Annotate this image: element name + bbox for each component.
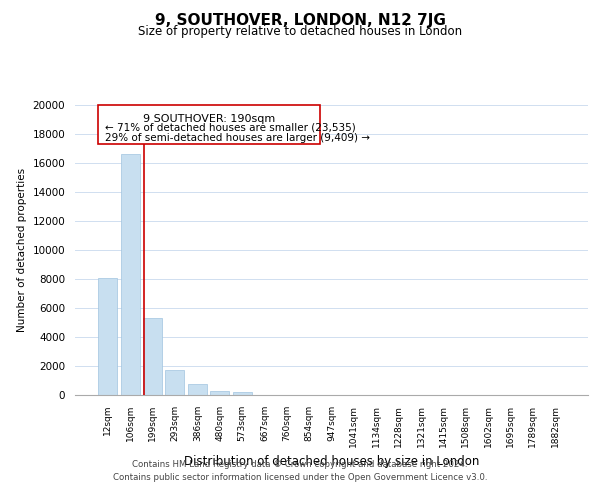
Bar <box>188 384 207 395</box>
Bar <box>233 392 251 395</box>
Bar <box>143 318 162 395</box>
Bar <box>210 390 229 395</box>
X-axis label: Distribution of detached houses by size in London: Distribution of detached houses by size … <box>184 455 479 468</box>
Bar <box>121 154 140 395</box>
Text: ← 71% of detached houses are smaller (23,535): ← 71% of detached houses are smaller (23… <box>105 122 356 132</box>
Bar <box>98 278 118 395</box>
Text: 9 SOUTHOVER: 190sqm: 9 SOUTHOVER: 190sqm <box>143 114 275 124</box>
Text: Size of property relative to detached houses in London: Size of property relative to detached ho… <box>138 25 462 38</box>
Text: 29% of semi-detached houses are larger (9,409) →: 29% of semi-detached houses are larger (… <box>105 132 370 142</box>
Bar <box>166 370 184 395</box>
Text: 9, SOUTHOVER, LONDON, N12 7JG: 9, SOUTHOVER, LONDON, N12 7JG <box>155 12 445 28</box>
FancyBboxPatch shape <box>98 105 320 144</box>
Text: Contains public sector information licensed under the Open Government Licence v3: Contains public sector information licen… <box>113 472 487 482</box>
Y-axis label: Number of detached properties: Number of detached properties <box>17 168 27 332</box>
Text: Contains HM Land Registry data © Crown copyright and database right 2024.: Contains HM Land Registry data © Crown c… <box>132 460 468 469</box>
